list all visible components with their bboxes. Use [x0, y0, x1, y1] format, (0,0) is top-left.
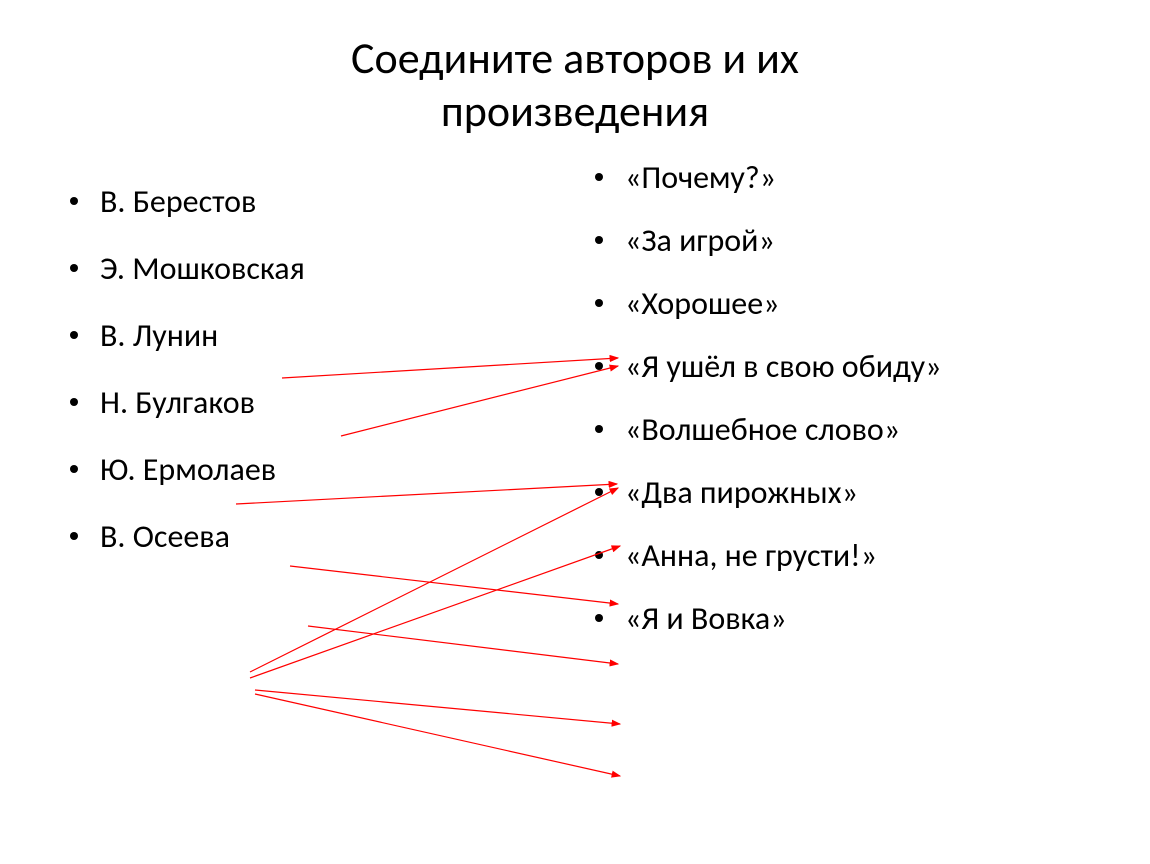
work-item: «Волшебное слово» [595, 410, 941, 449]
authors-column: В. Берестов Э. Мошковская В. Лунин Н. Бу… [70, 182, 305, 584]
bullet-icon [70, 197, 78, 205]
work-label: «Я и Вовка» [625, 599, 787, 638]
work-label: «Я ушёл в свою обиду» [625, 347, 941, 386]
author-item: В. Лунин [70, 316, 305, 355]
work-item: «Два пирожных» [595, 473, 941, 512]
bullet-icon [70, 532, 78, 540]
connection-arrow [341, 366, 618, 436]
work-label: «Анна, не грусти!» [625, 536, 877, 575]
connection-arrow [255, 694, 620, 776]
connection-arrow [308, 626, 618, 664]
work-item: «За игрой» [595, 221, 941, 260]
bullet-icon [595, 173, 603, 181]
bullet-icon [595, 425, 603, 433]
author-label: В. Осеева [100, 517, 230, 556]
title-line-1: Соедините авторов и их [351, 31, 799, 85]
author-item: Ю. Ермолаев [70, 450, 305, 489]
works-column: «Почему?» «За игрой» «Хорошее» «Я ушёл в… [595, 158, 941, 662]
bullet-icon [595, 551, 603, 559]
author-label: Ю. Ермолаев [100, 450, 276, 489]
author-label: Н. Булгаков [100, 383, 255, 422]
work-item: «Хорошее» [595, 284, 941, 323]
content-area: В. Берестов Э. Мошковская В. Лунин Н. Бу… [0, 158, 1150, 838]
author-label: В. Лунин [100, 316, 218, 355]
work-label: «Почему?» [625, 158, 776, 197]
bullet-icon [595, 362, 603, 370]
connection-arrow [282, 358, 618, 378]
work-label: «За игрой» [625, 221, 775, 260]
bullet-icon [70, 331, 78, 339]
bullet-icon [70, 465, 78, 473]
bullet-icon [595, 236, 603, 244]
bullet-icon [595, 299, 603, 307]
author-item: Э. Мошковская [70, 249, 305, 288]
bullet-icon [595, 488, 603, 496]
title-line-2: произведения [441, 84, 709, 138]
work-item: «Анна, не грусти!» [595, 536, 941, 575]
bullet-icon [70, 264, 78, 272]
author-label: Э. Мошковская [100, 249, 305, 288]
connection-arrow [250, 546, 620, 678]
author-item: Н. Булгаков [70, 383, 305, 422]
work-item: «Почему?» [595, 158, 941, 197]
bullet-icon [70, 398, 78, 406]
author-label: В. Берестов [100, 182, 256, 221]
work-label: «Хорошее» [625, 284, 780, 323]
author-item: В. Берестов [70, 182, 305, 221]
page-title: Соедините авторов и их произведения [0, 0, 1150, 138]
work-label: «Два пирожных» [625, 473, 858, 512]
work-item: «Я и Вовка» [595, 599, 941, 638]
work-label: «Волшебное слово» [625, 410, 900, 449]
work-item: «Я ушёл в свою обиду» [595, 347, 941, 386]
connection-arrow [255, 690, 620, 724]
connection-arrow [290, 566, 618, 604]
bullet-icon [595, 614, 603, 622]
connection-arrow [250, 488, 618, 672]
author-item: В. Осеева [70, 517, 305, 556]
